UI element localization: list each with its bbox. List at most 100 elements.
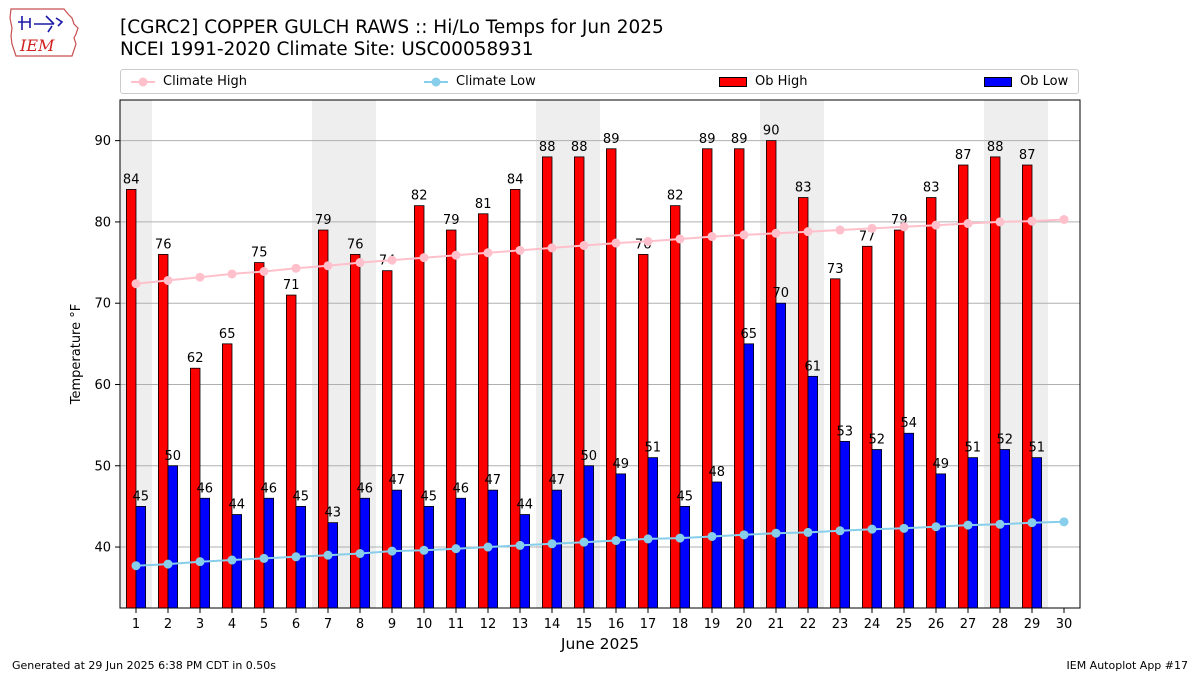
x-tick-label-18: 18: [672, 617, 689, 632]
chart-subtitle: NCEI 1991-2020 Climate Site: USC00058931: [120, 39, 534, 60]
climate-low-point-day-8: [355, 549, 365, 559]
climate-low-point-day-4: [227, 555, 237, 565]
ob-high-bar-day-17: [638, 254, 649, 609]
ob-high-label-day-19: 89: [699, 132, 716, 147]
ob-high-bar-day-26: [926, 197, 937, 609]
x-tick-label-2: 2: [164, 617, 172, 632]
ob-high-label-day-12: 81: [475, 197, 492, 212]
x-tick-label-10: 10: [416, 617, 433, 632]
ob-high-label-day-6: 71: [283, 278, 300, 293]
ob-high-label-day-4: 65: [219, 327, 236, 342]
x-tick-label-14: 14: [544, 617, 561, 632]
ob-low-bar-day-17: [647, 457, 659, 609]
ob-low-label-day-19: 48: [709, 465, 726, 480]
legend-label-climate-low: Climate Low: [456, 74, 536, 89]
legend-label-climate-high: Climate High: [163, 74, 248, 89]
ob-low-label-day-3: 46: [197, 481, 214, 496]
ob-high-label-day-7: 79: [315, 213, 332, 228]
ob-high-label-day-24: 77: [859, 229, 876, 244]
ob-low-bar-day-20: [743, 343, 755, 609]
ob-low-bar-day-5: [263, 497, 275, 609]
climate-high-point-day-10: [419, 253, 429, 263]
climate-high-point-day-26: [931, 220, 941, 230]
ob-low-bar-day-2: [167, 465, 179, 609]
climate-low-point-day-22: [803, 527, 813, 537]
x-tick-label-16: 16: [608, 617, 625, 632]
ob-high-label-day-26: 83: [923, 181, 940, 196]
chart-title: [CGRC2] COPPER GULCH RAWS :: Hi/Lo Temps…: [120, 17, 664, 38]
climate-high-point-day-6: [291, 263, 301, 273]
ob-high-label-day-13: 84: [507, 172, 524, 187]
x-tick-label-7: 7: [324, 617, 332, 632]
climate-high-point-day-19: [707, 232, 717, 242]
legend: Climate High Climate Low Ob High Ob Low: [120, 69, 1079, 94]
ob-low-label-day-18: 45: [677, 489, 694, 504]
climate-high-point-day-23: [835, 225, 845, 235]
climate-high-point-day-8: [355, 258, 365, 268]
x-tick-label-26: 26: [928, 617, 945, 632]
climate-low-point-day-12: [483, 542, 493, 552]
climate-low-point-day-16: [611, 536, 621, 546]
x-tick-label-28: 28: [992, 617, 1009, 632]
ob-high-bar-day-20: [734, 148, 745, 609]
ob-low-bar-day-13: [519, 514, 531, 609]
x-tick-label-20: 20: [736, 617, 753, 632]
ob-low-label-day-6: 45: [293, 489, 310, 504]
ob-low-bar-day-26: [935, 473, 947, 609]
ob-high-label-day-8: 76: [347, 237, 364, 252]
weather-station-icon: [18, 15, 64, 33]
climate-high-point-day-14: [547, 243, 557, 253]
ob-high-bar-day-29: [1022, 164, 1033, 609]
climate-high-point-day-30: [1059, 214, 1069, 224]
climate-high-point-day-24: [867, 223, 877, 233]
iem-logo: IEM: [9, 8, 79, 57]
ob-high-swatch-icon: [719, 76, 747, 87]
ob-high-label-day-11: 79: [443, 213, 460, 228]
climate-low-point-day-25: [899, 523, 909, 533]
x-tick-label-25: 25: [896, 617, 913, 632]
ob-low-label-day-25: 54: [901, 416, 918, 431]
x-tick-label-3: 3: [196, 617, 204, 632]
x-tick-label-9: 9: [388, 617, 396, 632]
climate-low-line-icon: [424, 77, 448, 86]
ob-low-label-day-11: 46: [453, 481, 470, 496]
ob-low-label-day-22: 61: [805, 359, 822, 374]
x-tick-label-1: 1: [132, 617, 140, 632]
ob-high-bar-day-18: [670, 205, 681, 609]
ob-low-label-day-24: 52: [869, 433, 886, 448]
climate-low-point-day-17: [643, 534, 653, 544]
ob-low-bar-day-18: [679, 505, 691, 609]
y-tick-label-40: 40: [94, 541, 111, 556]
ob-high-label-day-15: 88: [571, 140, 588, 155]
legend-ob-low: Ob Low: [984, 70, 1068, 93]
climate-low-point-day-2: [163, 559, 173, 569]
climate-high-point-day-27: [963, 219, 973, 229]
y-tick-label-50: 50: [94, 459, 111, 474]
climate-high-point-day-18: [675, 234, 685, 244]
ob-high-label-day-14: 88: [539, 140, 556, 155]
ob-low-label-day-12: 47: [485, 473, 502, 488]
climate-low-point-day-24: [867, 524, 877, 534]
x-axis-label: June 2025: [560, 635, 639, 653]
x-tick-label-4: 4: [228, 617, 236, 632]
ob-high-bar-day-1: [126, 189, 137, 609]
climate-high-point-day-25: [899, 222, 909, 232]
climate-high-point-day-9: [387, 255, 397, 265]
ob-low-label-day-23: 53: [837, 424, 854, 439]
ob-low-bar-day-7: [327, 522, 339, 609]
x-tick-label-23: 23: [832, 617, 849, 632]
ob-high-bar-day-9: [381, 270, 393, 609]
ob-low-bar-day-23: [839, 440, 851, 609]
ob-low-bar-day-21: [775, 302, 787, 609]
climate-high-point-day-4: [227, 269, 237, 279]
climate-low-point-day-29: [1027, 518, 1037, 528]
climate-high-point-day-22: [803, 227, 813, 237]
ob-low-label-day-26: 49: [933, 457, 950, 472]
climate-high-line-icon: [131, 77, 155, 86]
ob-high-label-day-1: 84: [123, 172, 140, 187]
ob-high-label-day-16: 89: [603, 132, 620, 147]
logo-text: IEM: [19, 36, 55, 55]
ob-high-bar-day-2: [157, 254, 169, 609]
ob-low-label-day-21: 70: [773, 286, 790, 301]
